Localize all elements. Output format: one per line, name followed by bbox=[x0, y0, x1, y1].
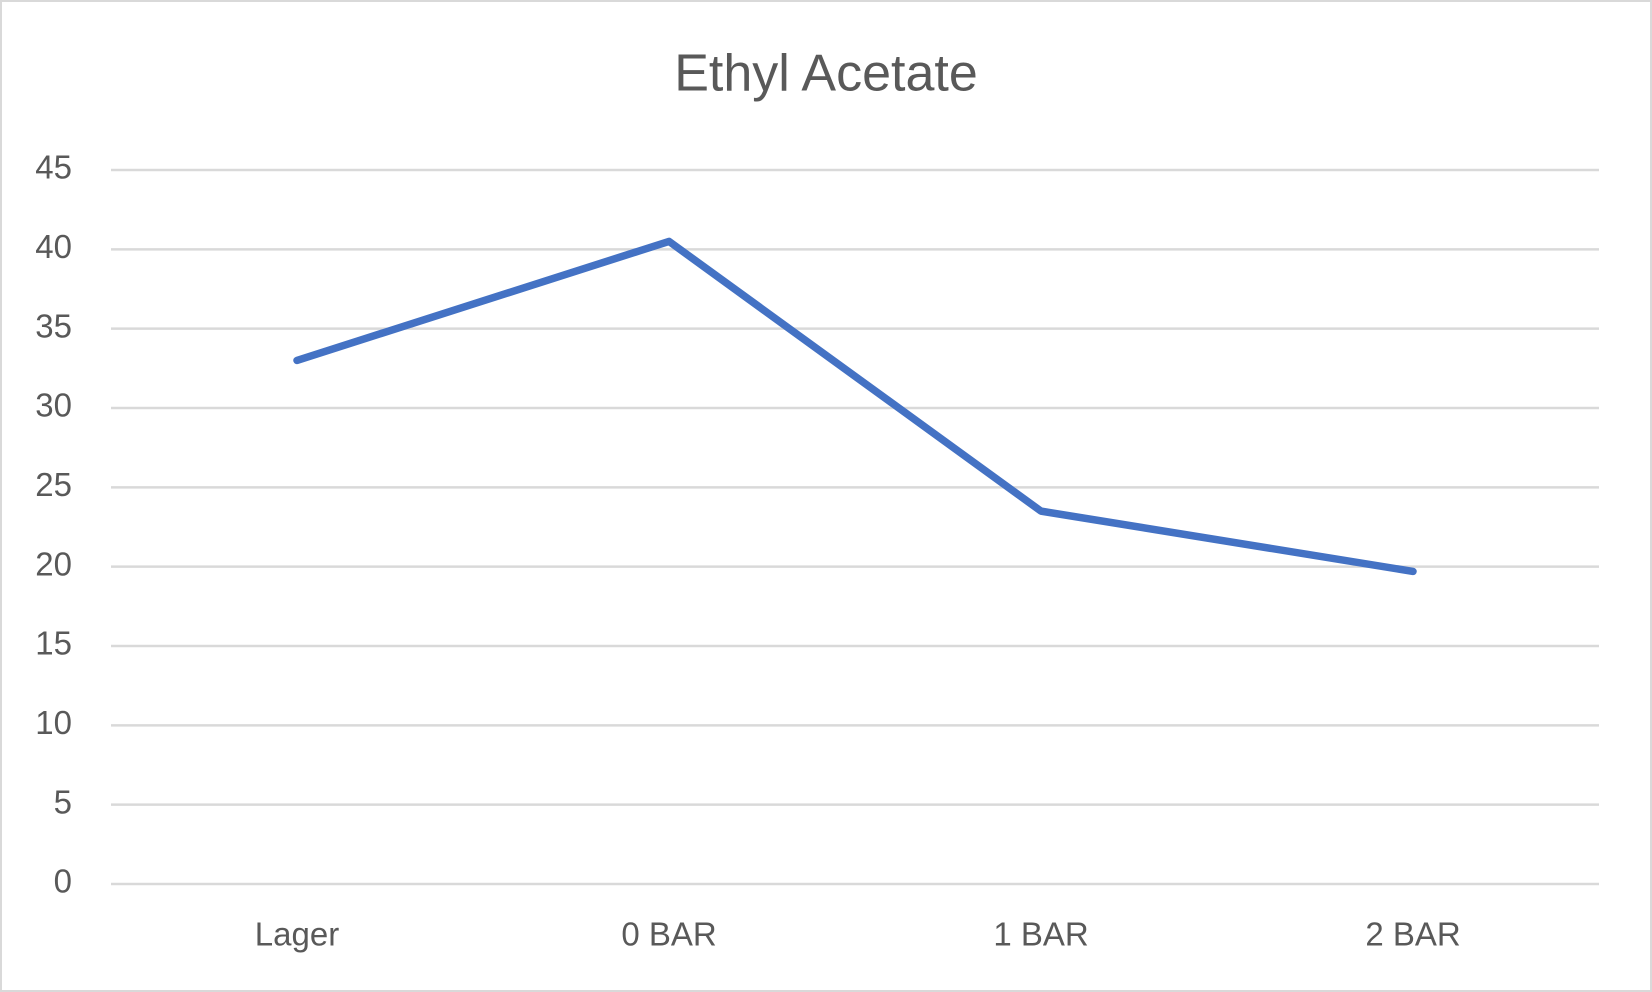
y-tick-label: 20 bbox=[35, 545, 72, 582]
data-line bbox=[293, 237, 1417, 576]
y-tick-label: 30 bbox=[35, 387, 72, 424]
y-tick-label: 45 bbox=[35, 149, 72, 186]
y-tick-label: 35 bbox=[35, 307, 72, 344]
y-tick-label: 5 bbox=[54, 783, 72, 820]
chart-title: Ethyl Acetate bbox=[674, 45, 978, 103]
y-tick-label: 25 bbox=[35, 466, 72, 503]
y-tick-label: 0 bbox=[54, 863, 72, 900]
x-tick-label: Lager bbox=[255, 916, 339, 953]
x-tick-label: 0 BAR bbox=[621, 916, 716, 953]
x-tick-label: 1 BAR bbox=[993, 916, 1088, 953]
y-tick-label: 10 bbox=[35, 704, 72, 741]
y-tick-label: 40 bbox=[35, 228, 72, 265]
y-tick-label: 15 bbox=[35, 625, 72, 662]
x-tick-label: 2 BAR bbox=[1365, 916, 1460, 953]
